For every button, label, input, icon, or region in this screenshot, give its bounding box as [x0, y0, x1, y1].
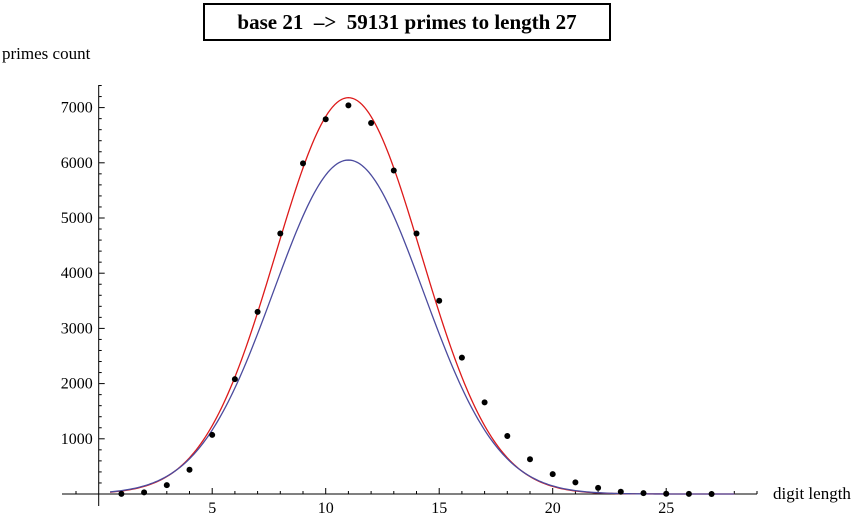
data-point [685, 490, 692, 497]
data-point [209, 431, 216, 438]
data-point [549, 471, 556, 478]
data-point [640, 490, 647, 497]
y-tick-label: 7000 [61, 100, 93, 117]
data-point [436, 297, 443, 304]
data-point [322, 116, 329, 123]
x-tick-label: 5 [208, 500, 216, 517]
data-point [231, 376, 238, 383]
data-point [368, 120, 375, 127]
y-tick-label: 6000 [61, 155, 93, 172]
data-point [481, 399, 488, 406]
data-point [413, 230, 420, 237]
data-point [663, 490, 670, 497]
y-axis-label: primes count [2, 44, 91, 63]
data-point [163, 482, 170, 489]
data-point [617, 488, 624, 495]
data-point [708, 491, 715, 497]
data-point [300, 160, 306, 167]
fit-curve-red [109, 97, 735, 495]
x-tick-label: 15 [431, 500, 447, 517]
data-point [504, 433, 511, 440]
y-tick-label: 3000 [61, 320, 93, 337]
data-point [254, 308, 261, 315]
y-tick-label: 2000 [61, 376, 93, 393]
data-point [572, 479, 579, 486]
chart-title: base 21 –> 59131 primes to length 27 [203, 3, 611, 41]
data-point [118, 490, 125, 497]
y-tick-label: 5000 [61, 210, 93, 227]
data-point [390, 167, 397, 174]
data-point [186, 466, 193, 473]
x-axis-label: digit length [773, 484, 851, 503]
data-point [277, 230, 284, 237]
data-point [527, 456, 533, 463]
x-tick-label: 10 [318, 500, 334, 517]
y-tick-label: 4000 [61, 265, 93, 282]
data-point [345, 102, 352, 109]
data-point [458, 354, 465, 361]
y-tick-label: 1000 [61, 431, 93, 448]
data-point [141, 489, 148, 496]
data-point [595, 484, 602, 491]
x-tick-label: 25 [658, 500, 674, 517]
x-tick-label: 20 [545, 500, 561, 517]
fit-curve-blue [109, 159, 735, 495]
